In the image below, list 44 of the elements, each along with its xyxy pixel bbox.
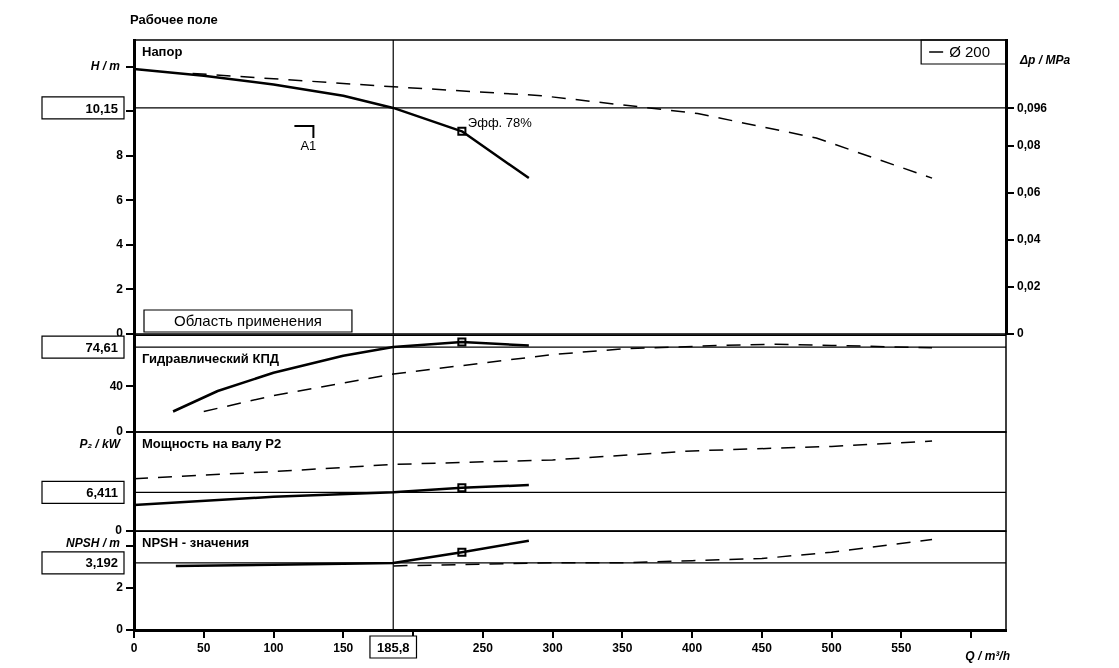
y2-tick-label: 0,02 <box>1017 279 1041 294</box>
y-axis-title: P₂ / kW <box>79 437 122 451</box>
y-axis-title: H / m <box>90 59 121 73</box>
chart-subtitle: Мощность на валу P2 <box>142 436 282 451</box>
y2-tick-label: 0,096 <box>1017 100 1048 115</box>
x-tick-label: 500 <box>821 640 842 655</box>
y2-tick-label: 0,08 <box>1017 138 1041 153</box>
x-tick-label: 150 <box>333 640 354 655</box>
y2-tick-label: 0 <box>1017 326 1024 341</box>
y-tick-label: 8 <box>116 148 124 163</box>
ref-line-label: 74,61 <box>85 339 118 355</box>
y-tick-label: 0 <box>116 622 124 637</box>
y-tick-label: 40 <box>109 378 124 393</box>
x-tick-label: 350 <box>612 640 633 655</box>
chart-subtitle: NPSH - значения <box>142 535 250 551</box>
ref-line-label: 10,15 <box>85 100 118 116</box>
x-tick-label: 100 <box>263 640 284 655</box>
x-tick-label: 250 <box>472 640 494 655</box>
ref-line-label: 185,8 <box>376 639 410 655</box>
x-tick-label: 0 <box>130 640 138 655</box>
text: Гидравлический КПД <box>142 351 280 367</box>
y-axis-title: NPSH / m <box>65 536 121 551</box>
y-tick-label: 2 <box>116 580 124 595</box>
x-tick-label: 400 <box>682 640 703 655</box>
annotation: Эфф. 78% <box>467 115 533 131</box>
y2-axis-title: Δp / MPa <box>1019 53 1071 67</box>
x-axis-title: Q / m³/h <box>965 649 1010 663</box>
text: 6,411 <box>86 484 118 500</box>
chart-subtitle: Напор <box>142 44 183 59</box>
x-tick-label: 450 <box>751 640 773 655</box>
ref-line-label: 3,192 <box>85 555 118 571</box>
y2-tick-label: 0,06 <box>1017 185 1041 200</box>
y-tick-label: 4 <box>116 237 124 252</box>
chart-title: Рабочее поле <box>130 12 218 27</box>
legend-label: Ø 200 <box>949 43 991 60</box>
x-tick-label: 550 <box>891 640 912 655</box>
y2-tick-label: 0,04 <box>1017 232 1041 247</box>
y-tick-label: 2 <box>116 281 124 296</box>
x-tick-label: 50 <box>197 640 211 655</box>
x-tick-label: 300 <box>542 640 563 655</box>
y-tick-label: 6 <box>116 192 124 207</box>
annotation: Область применения <box>174 312 322 329</box>
y-tick-label: 0 <box>116 424 124 439</box>
annotation: A1 <box>300 138 317 154</box>
